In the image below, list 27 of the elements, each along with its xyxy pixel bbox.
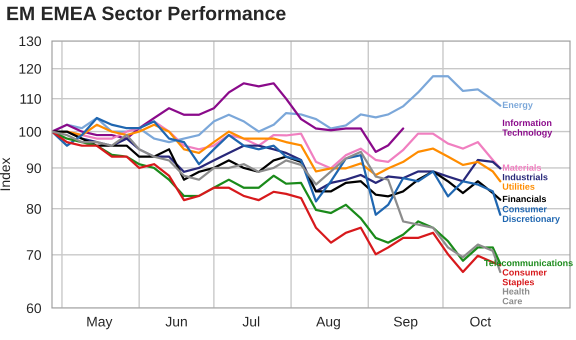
y-tick-label: 110 bbox=[20, 94, 42, 104]
x-tick-label: Sep bbox=[394, 316, 418, 330]
x-tick-label: Jun bbox=[166, 316, 187, 327]
series-label: Energy bbox=[502, 102, 533, 110]
text: Information Technology bbox=[502, 119, 552, 138]
x-tick-label: May bbox=[87, 316, 112, 330]
x-tick-label: Jul bbox=[242, 316, 260, 327]
chart-title: EM EMEA Sector Performance bbox=[7, 6, 286, 20]
series-label: Materials bbox=[502, 164, 542, 171]
y-tick-label: 60 bbox=[26, 303, 42, 314]
series-label: Health Care bbox=[502, 288, 530, 304]
line-series bbox=[52, 116, 502, 216]
series-label: Industrials bbox=[502, 174, 548, 180]
series-label: Consumer Discretionary bbox=[502, 206, 560, 224]
y-axis-title: Index bbox=[0, 158, 10, 190]
y-tick-label: 120 bbox=[19, 64, 42, 74]
x-tick-label: Oct bbox=[470, 316, 492, 327]
y-tick-label: 90 bbox=[26, 163, 42, 174]
y-tick-label: 130 bbox=[19, 36, 42, 46]
series-label: Utilities bbox=[502, 183, 535, 190]
series-label: Financials bbox=[502, 196, 546, 202]
line-series bbox=[52, 82, 404, 153]
y-tick-label: 70 bbox=[26, 250, 42, 260]
y-tick-label: 100 bbox=[19, 126, 42, 137]
x-tick-label: Aug bbox=[316, 316, 340, 330]
y-tick-label: 80 bbox=[26, 204, 42, 214]
series-label: Consumer Staples bbox=[502, 269, 547, 288]
